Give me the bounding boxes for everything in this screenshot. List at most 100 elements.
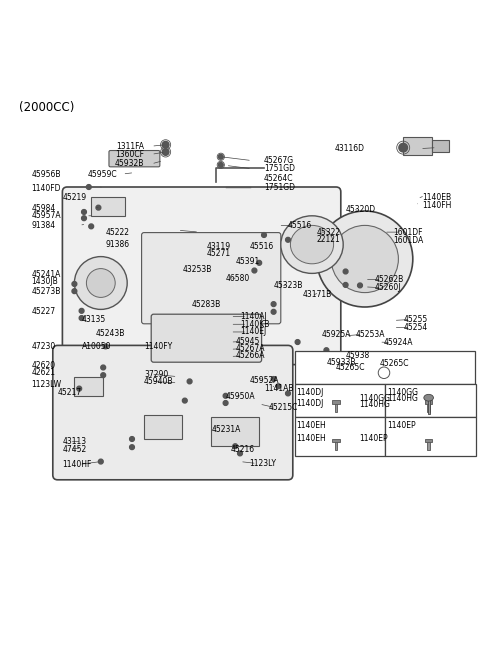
- Text: 22121: 22121: [317, 235, 340, 244]
- Text: 1140DJ: 1140DJ: [297, 388, 324, 397]
- Text: 45265C: 45265C: [336, 363, 365, 372]
- Circle shape: [295, 340, 300, 344]
- Circle shape: [378, 367, 390, 379]
- Bar: [295, 351, 475, 384]
- Circle shape: [82, 216, 86, 220]
- Text: 1140FY: 1140FY: [144, 342, 172, 351]
- Circle shape: [286, 391, 290, 396]
- Text: A10050: A10050: [82, 342, 111, 351]
- Text: 45265C: 45265C: [379, 359, 408, 368]
- Circle shape: [74, 257, 127, 309]
- Text: 45216: 45216: [230, 445, 254, 454]
- Text: 45253A: 45253A: [355, 330, 384, 339]
- Text: 45254: 45254: [403, 323, 428, 332]
- Text: 42620: 42620: [31, 361, 55, 370]
- Circle shape: [89, 224, 94, 229]
- Circle shape: [343, 269, 348, 274]
- Text: 1141AB: 1141AB: [264, 384, 293, 393]
- Text: 45222: 45222: [106, 228, 130, 236]
- Bar: [427, 442, 430, 450]
- Text: 1140EP: 1140EP: [359, 434, 388, 442]
- Text: 45231A: 45231A: [211, 425, 240, 434]
- Text: 45219: 45219: [62, 193, 86, 202]
- Circle shape: [182, 399, 187, 403]
- Circle shape: [101, 373, 106, 377]
- Text: 45271: 45271: [206, 249, 230, 258]
- FancyBboxPatch shape: [109, 150, 160, 167]
- Bar: [427, 403, 430, 412]
- Bar: [332, 401, 340, 404]
- Text: 46580: 46580: [226, 273, 250, 283]
- Text: 45227: 45227: [31, 307, 55, 316]
- FancyBboxPatch shape: [62, 187, 341, 365]
- Text: 45925A: 45925A: [322, 330, 351, 339]
- Circle shape: [77, 386, 82, 391]
- Bar: [335, 403, 337, 412]
- Text: 1140GG: 1140GG: [359, 394, 390, 402]
- Circle shape: [86, 185, 91, 189]
- Text: 45945: 45945: [235, 337, 260, 346]
- Bar: [332, 439, 340, 442]
- Text: 45940B: 45940B: [144, 377, 173, 386]
- Text: 45959C: 45959C: [88, 169, 118, 179]
- Text: 1140HG: 1140HG: [359, 401, 390, 409]
- Text: 91386: 91386: [106, 240, 130, 249]
- Text: 1140EH: 1140EH: [297, 434, 326, 442]
- Text: 45957A: 45957A: [31, 211, 61, 220]
- Text: 45952A: 45952A: [250, 377, 279, 385]
- Text: 45950A: 45950A: [226, 393, 255, 401]
- Text: 1140FD: 1140FD: [31, 185, 60, 193]
- Circle shape: [329, 353, 334, 357]
- Circle shape: [276, 384, 281, 389]
- Text: 45956B: 45956B: [31, 169, 60, 179]
- Text: 45243B: 45243B: [96, 330, 125, 338]
- Circle shape: [79, 308, 84, 313]
- Circle shape: [162, 148, 169, 156]
- Bar: [432, 140, 449, 152]
- Text: 42621: 42621: [31, 368, 55, 377]
- Text: 1751GD: 1751GD: [264, 183, 295, 191]
- Text: 45933B: 45933B: [326, 357, 356, 367]
- Ellipse shape: [424, 395, 433, 401]
- Circle shape: [317, 211, 413, 307]
- Text: 45241A: 45241A: [31, 270, 60, 279]
- Text: 1140HG: 1140HG: [387, 395, 418, 403]
- Text: 1360CF: 1360CF: [115, 150, 144, 159]
- Text: 1140EP: 1140EP: [387, 421, 416, 430]
- Circle shape: [271, 302, 276, 307]
- Text: 45266A: 45266A: [235, 352, 264, 361]
- Text: 43135: 43135: [82, 315, 106, 324]
- Text: 1140FH: 1140FH: [422, 201, 452, 210]
- Circle shape: [252, 268, 257, 273]
- Text: 47452: 47452: [62, 445, 87, 453]
- Bar: [295, 384, 385, 418]
- Text: 1123LW: 1123LW: [31, 380, 61, 389]
- Text: 1123LY: 1123LY: [250, 459, 276, 468]
- Circle shape: [262, 232, 266, 238]
- Circle shape: [218, 162, 223, 167]
- Text: 91384: 91384: [31, 221, 55, 230]
- Circle shape: [96, 205, 101, 210]
- FancyBboxPatch shape: [151, 314, 262, 362]
- Text: 45516: 45516: [250, 242, 274, 250]
- Circle shape: [358, 283, 362, 288]
- Circle shape: [72, 281, 77, 287]
- Circle shape: [271, 377, 276, 381]
- Text: 43171B: 43171B: [302, 290, 332, 299]
- Bar: [403, 136, 432, 155]
- Bar: [428, 399, 430, 414]
- Circle shape: [331, 225, 398, 293]
- Circle shape: [218, 154, 223, 159]
- Text: 1140HF: 1140HF: [62, 460, 92, 469]
- Text: 1140EJ: 1140EJ: [240, 328, 266, 336]
- Circle shape: [233, 444, 238, 449]
- Bar: [211, 418, 259, 446]
- Text: 45264C: 45264C: [264, 174, 293, 183]
- Text: 45262B: 45262B: [374, 275, 404, 284]
- Bar: [425, 439, 432, 442]
- Text: 45267A: 45267A: [235, 344, 264, 354]
- Text: 43113: 43113: [62, 437, 86, 446]
- Text: 1601DF: 1601DF: [394, 228, 423, 236]
- Bar: [385, 384, 476, 418]
- Text: 45984: 45984: [31, 204, 56, 213]
